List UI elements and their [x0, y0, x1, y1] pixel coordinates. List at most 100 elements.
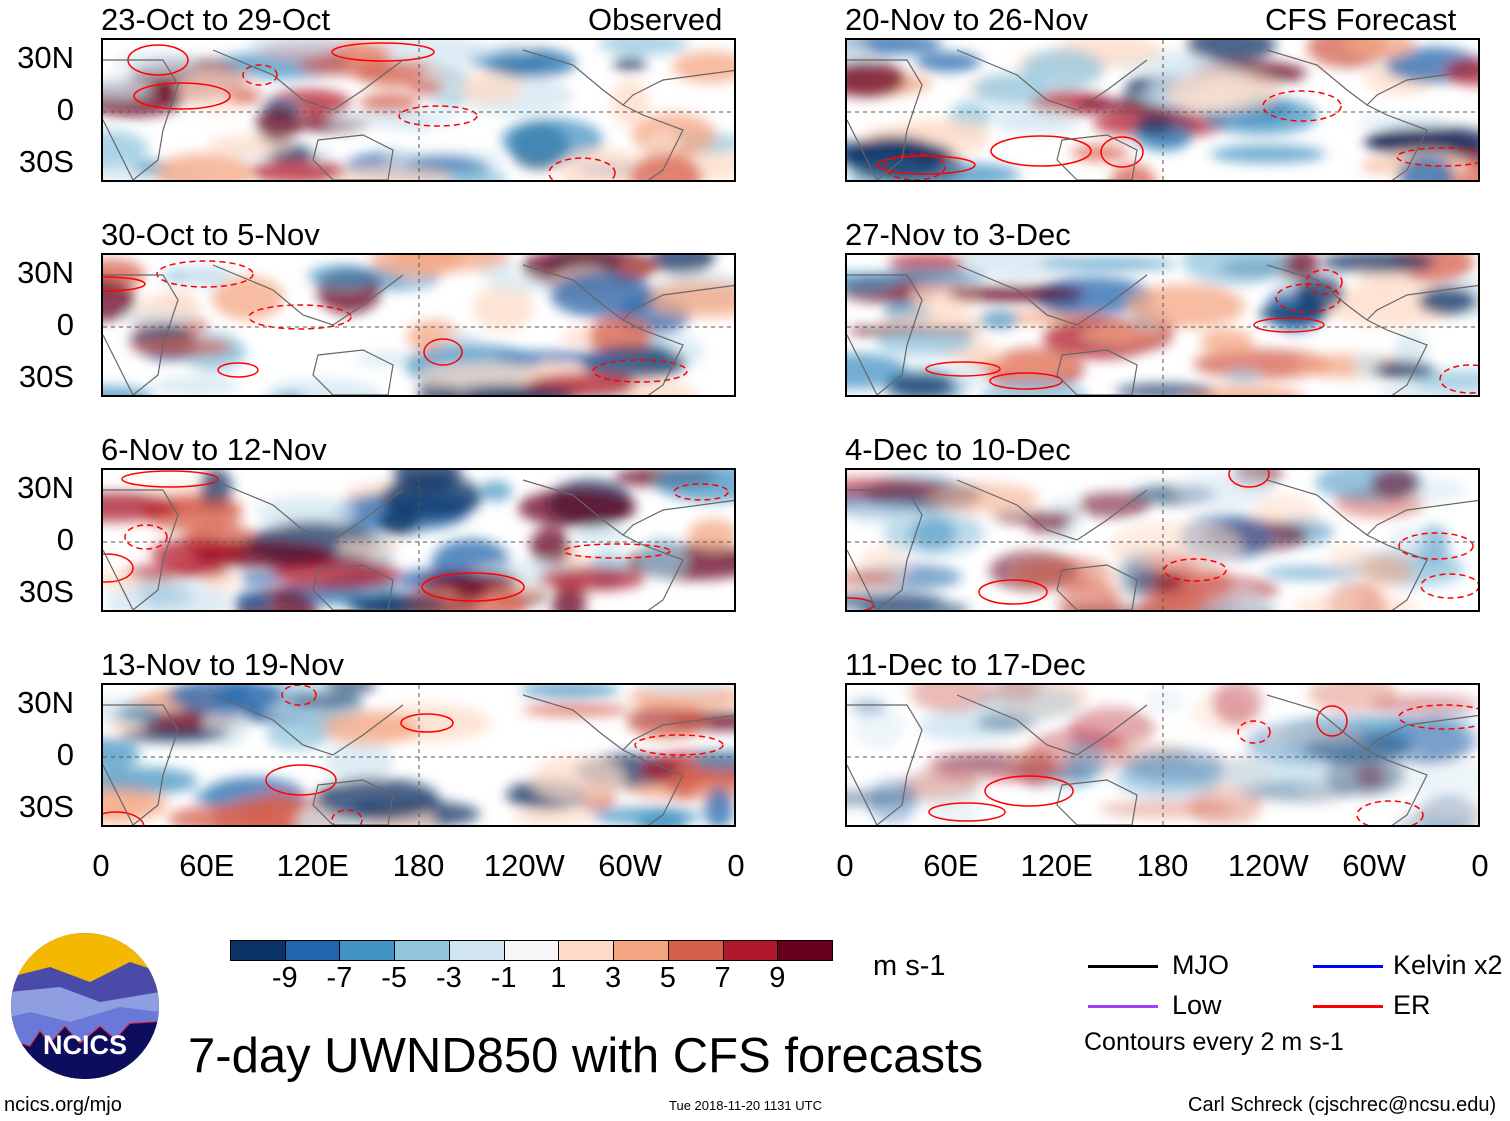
colorbar-tick-label: -5	[381, 962, 408, 994]
anomaly-blob	[168, 805, 276, 825]
colorbar-tick-label: 9	[769, 962, 786, 994]
contour-note: Contours every 2 m s-1	[1084, 1028, 1344, 1056]
panel-title: 27-Nov to 3-Dec	[845, 217, 1071, 252]
anomaly-blob	[1184, 385, 1304, 395]
anomaly-blob	[266, 720, 330, 750]
anomaly-blob	[228, 88, 262, 104]
anomaly-blob	[947, 285, 1085, 303]
colorbar-swatch	[284, 940, 341, 961]
coastline-africa	[103, 59, 179, 180]
map-panel	[101, 38, 736, 182]
colorbar-tick-label: -1	[490, 962, 517, 994]
anomaly-blob	[339, 539, 397, 557]
anomaly-blob	[105, 582, 231, 610]
anomaly-blob	[1345, 40, 1415, 59]
anomaly-blob	[120, 728, 228, 742]
cfs-forecast-label: CFS Forecast	[1265, 2, 1457, 37]
legend-mjo-line	[1088, 965, 1158, 968]
er-contour	[634, 734, 724, 756]
er-contour	[1398, 532, 1474, 560]
anomaly-blob	[169, 685, 283, 714]
anomaly-blob	[887, 373, 957, 395]
coastline-africa	[847, 274, 923, 395]
colorbar-swatch	[667, 940, 724, 961]
anomaly-blob	[672, 51, 734, 83]
er-contour	[1439, 364, 1478, 394]
anomaly-blob	[319, 711, 419, 745]
er-contour	[928, 802, 1006, 822]
anomaly-blob	[992, 510, 1078, 524]
er-contour	[548, 157, 616, 180]
er-contour	[103, 811, 145, 825]
anomaly-blob	[522, 704, 630, 716]
anomaly-blob	[876, 330, 974, 356]
anomaly-blob	[1356, 116, 1448, 128]
coastline-asia	[212, 694, 404, 756]
er-contour	[1305, 269, 1343, 295]
anomaly-blob	[457, 72, 523, 104]
coastline-australia	[1056, 134, 1138, 180]
coastline-australia	[312, 564, 394, 610]
anomaly-blob	[115, 52, 199, 74]
coastline-americas	[1266, 49, 1478, 180]
er-contour	[217, 362, 259, 378]
lon-label: 60E	[179, 848, 235, 883]
er-contour	[398, 105, 478, 127]
panel-title: 13-Nov to 19-Nov	[101, 647, 344, 682]
anomaly-blob	[1127, 284, 1245, 328]
ncics-logo: NCICS	[10, 932, 160, 1080]
er-contour	[1237, 720, 1271, 744]
anomaly-blob	[1022, 49, 1104, 89]
coastline-asia	[956, 694, 1148, 756]
anomaly-blob	[438, 385, 576, 395]
er-contour	[331, 42, 435, 62]
lon-label: 120E	[276, 848, 349, 883]
coastline-australia	[1056, 349, 1138, 395]
footer-url[interactable]: ncics.org/mjo	[4, 1094, 122, 1116]
er-contour	[978, 579, 1048, 605]
er-contour	[121, 470, 219, 488]
colorbar-swatch	[448, 940, 505, 961]
legend-er: ER	[1393, 990, 1431, 1020]
lon-label: 0	[1471, 848, 1489, 883]
anomaly-blob	[598, 40, 688, 55]
colorbar-tick-label: -9	[271, 962, 298, 994]
anomaly-blob	[1293, 592, 1419, 610]
legend-low: Low	[1172, 990, 1222, 1020]
lat-label: 30S	[18, 359, 74, 394]
anomaly-blob	[651, 255, 715, 275]
anomaly-blob	[356, 352, 422, 366]
er-contour	[248, 304, 352, 330]
colorbar-tick-label: -7	[326, 962, 353, 994]
anomaly-blob	[1071, 145, 1129, 161]
anomaly-blob	[308, 265, 378, 287]
anomaly-blob	[518, 489, 636, 527]
anomaly-blob	[613, 57, 647, 71]
anomaly-blob	[338, 44, 392, 60]
colorbar-unit: m s-1	[873, 950, 946, 982]
anomaly-blob	[847, 61, 906, 97]
anomaly-blob	[888, 255, 968, 272]
anomaly-blob	[393, 470, 461, 491]
anomaly-blob	[1308, 685, 1398, 712]
anomaly-blob	[1233, 598, 1279, 610]
anomaly-blob	[469, 53, 573, 71]
anomaly-blob	[152, 376, 240, 395]
er-contour	[156, 260, 254, 288]
anomaly-blob	[103, 738, 140, 770]
anomaly-blob	[1416, 760, 1478, 800]
anomaly-blob	[512, 810, 596, 825]
anomaly-blob	[1039, 258, 1177, 270]
lat-label: 0	[56, 737, 74, 772]
anomaly-blob	[200, 470, 232, 508]
anomaly-blob	[185, 265, 233, 287]
anomaly-blob	[532, 756, 624, 802]
anomaly-blob	[1067, 707, 1155, 749]
er-contour	[1356, 800, 1424, 825]
anomaly-blob	[850, 699, 886, 715]
anomaly-blob	[960, 255, 1074, 279]
anomaly-blob	[103, 386, 154, 395]
anomaly-blob	[1137, 594, 1203, 610]
anomaly-blob	[847, 790, 916, 806]
colorbar-swatch	[230, 940, 286, 961]
